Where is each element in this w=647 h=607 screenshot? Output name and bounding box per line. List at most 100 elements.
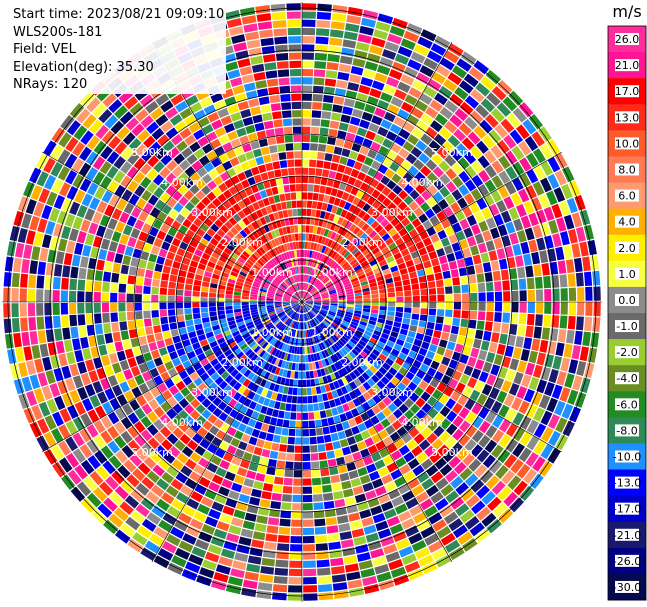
velocity-cell	[252, 148, 263, 158]
velocity-cell	[394, 53, 410, 66]
velocity-cell	[347, 400, 356, 410]
velocity-cell	[321, 418, 329, 427]
velocity-cell	[167, 227, 178, 237]
colorbar-tick-label: 8.0	[618, 164, 636, 177]
velocity-cell	[130, 488, 145, 503]
velocity-cell	[294, 346, 298, 354]
velocity-cell	[265, 433, 274, 442]
velocity-cell	[236, 232, 245, 242]
velocity-cell	[324, 279, 331, 286]
velocity-cell	[17, 227, 28, 244]
velocity-cell	[297, 388, 302, 396]
velocity-cell	[151, 286, 159, 295]
velocity-cell	[246, 323, 255, 330]
velocity-cell	[284, 307, 292, 311]
velocity-cell	[313, 304, 321, 307]
velocity-cell	[302, 322, 304, 330]
velocity-cell	[235, 315, 243, 320]
velocity-cell	[339, 324, 348, 331]
velocity-cell	[258, 431, 267, 440]
velocity-cell	[227, 320, 236, 326]
velocity-cell	[162, 512, 177, 526]
velocity-cell	[478, 349, 488, 361]
velocity-cell	[232, 560, 247, 571]
velocity-cell	[286, 201, 292, 209]
velocity-cell	[251, 311, 259, 316]
velocity-cell	[526, 313, 535, 326]
velocity-cell	[112, 331, 122, 342]
velocity-cell	[150, 207, 161, 218]
velocity-cell	[478, 292, 486, 302]
velocity-cell	[297, 217, 302, 225]
velocity-cell	[106, 342, 116, 354]
velocity-cell	[311, 259, 316, 267]
velocity-cell	[502, 96, 518, 112]
velocity-cell	[391, 496, 405, 507]
velocity-cell	[151, 505, 166, 519]
velocity-cell	[284, 326, 289, 334]
velocity-cell	[567, 389, 579, 405]
velocity-cell	[300, 305, 302, 313]
velocity-cell	[120, 175, 132, 188]
velocity-cell	[302, 429, 310, 437]
velocity-cell	[122, 339, 132, 350]
velocity-cell	[157, 211, 168, 222]
velocity-cell	[264, 62, 277, 71]
velocity-cell	[397, 81, 411, 93]
colorbar-unit: m/s	[612, 2, 641, 21]
velocity-cell	[179, 127, 192, 140]
velocity-cell	[290, 370, 295, 379]
velocity-cell	[342, 488, 354, 498]
velocity-cell	[374, 485, 387, 497]
velocity-cell	[274, 304, 282, 307]
velocity-cell	[211, 501, 224, 512]
velocity-cell	[291, 233, 296, 242]
velocity-cell	[302, 535, 315, 544]
velocity-cell	[369, 352, 378, 361]
velocity-cell	[248, 401, 257, 410]
velocity-cell	[411, 375, 422, 386]
velocity-cell	[160, 316, 169, 325]
velocity-cell	[186, 498, 200, 510]
velocity-cell	[379, 302, 387, 307]
velocity-cell	[317, 283, 324, 290]
velocity-cell	[302, 126, 311, 134]
velocity-cell	[430, 471, 444, 484]
velocity-cell	[234, 430, 244, 440]
velocity-cell	[314, 518, 326, 527]
velocity-cell	[119, 274, 128, 284]
velocity-cell	[321, 292, 329, 296]
velocity-cell	[333, 415, 341, 424]
velocity-cell	[354, 345, 362, 354]
velocity-cell	[290, 311, 296, 319]
velocity-cell	[400, 248, 410, 257]
velocity-cell	[257, 358, 264, 367]
velocity-cell	[386, 315, 395, 321]
velocity-cell	[171, 374, 182, 385]
velocity-cell	[470, 479, 485, 493]
velocity-cell	[41, 234, 52, 249]
velocity-cell	[281, 315, 288, 322]
velocity-cell	[382, 407, 392, 417]
velocity-cell	[302, 52, 315, 60]
velocity-cell	[396, 296, 404, 302]
velocity-cell	[319, 127, 329, 136]
velocity-cell	[233, 119, 245, 130]
velocity-cell	[230, 369, 239, 378]
velocity-cell	[245, 31, 260, 41]
velocity-cell	[511, 302, 519, 313]
velocity-cell	[251, 374, 259, 383]
velocity-cell	[225, 305, 233, 311]
velocity-cell	[412, 289, 420, 296]
velocity-cell	[224, 349, 233, 357]
velocity-cell	[519, 157, 532, 172]
velocity-cell	[226, 365, 236, 374]
velocity-cell	[212, 197, 222, 208]
velocity-cell	[147, 155, 160, 168]
velocity-cell	[374, 563, 390, 575]
velocity-cell	[118, 283, 127, 293]
velocity-cell	[176, 308, 184, 316]
velocity-cell	[302, 503, 313, 511]
velocity-cell	[302, 388, 307, 396]
velocity-cell	[298, 233, 302, 241]
